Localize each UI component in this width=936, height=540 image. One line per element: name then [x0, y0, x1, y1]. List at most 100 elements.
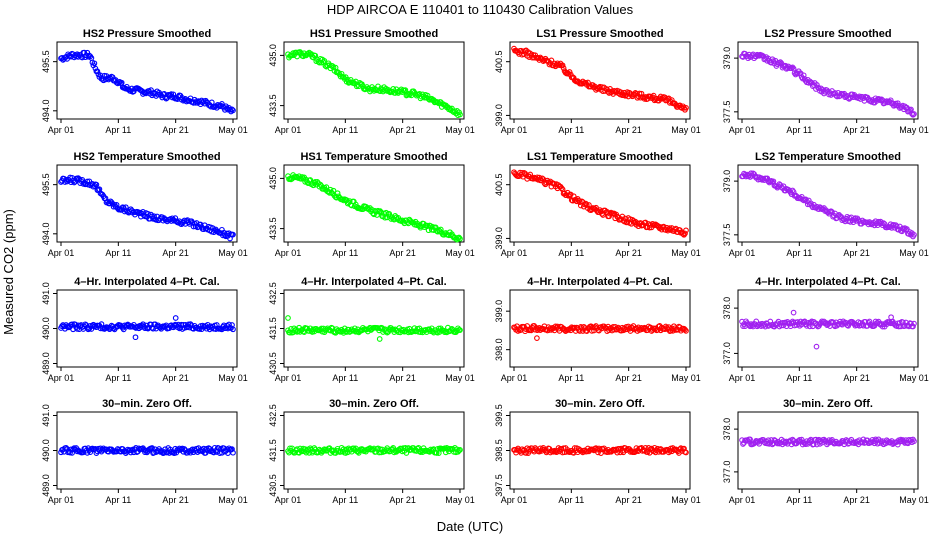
data-point — [593, 204, 599, 211]
data-point — [911, 231, 917, 238]
y-tick-label: 432.5 — [268, 404, 278, 427]
data-point — [229, 446, 235, 452]
x-tick-label: Apr 11 — [332, 495, 358, 505]
data-point — [683, 328, 689, 334]
x-tick-label: Apr 21 — [843, 248, 870, 258]
data-point — [94, 68, 101, 75]
data-point — [437, 226, 444, 233]
plot-frame — [56, 164, 238, 243]
x-tick-label: May 01 — [899, 125, 929, 135]
data-point — [402, 87, 409, 93]
data-point — [145, 210, 151, 217]
data-point — [72, 321, 79, 328]
x-tick-label: Apr 01 — [48, 248, 75, 258]
x-tick-label: Apr 01 — [501, 125, 528, 135]
x-tick-label: Apr 21 — [162, 248, 189, 258]
y-tick-label: 495.5 — [41, 50, 51, 73]
x-tick-label: May 01 — [218, 125, 248, 135]
data-points — [511, 169, 689, 238]
panel: 30–min. Zero Off. Apr 01 Apr 11 Apr 21 May 0… — [722, 398, 929, 505]
data-points — [739, 309, 917, 350]
data-point — [902, 323, 908, 329]
data-point — [457, 447, 463, 453]
data-point — [457, 327, 463, 333]
y-tick-label: 379.0 — [722, 47, 732, 70]
data-points — [58, 174, 236, 242]
figure-title: HDP AIRCOA E 110401 to 110430 Calibratio… — [327, 2, 634, 17]
x-tick-label: Apr 01 — [729, 373, 756, 383]
data-points — [511, 45, 689, 113]
data-point — [748, 170, 754, 177]
y-tick-label: 399.0 — [494, 227, 504, 250]
data-point — [834, 93, 840, 100]
x-tick-label: May 01 — [445, 373, 475, 383]
data-point — [376, 449, 382, 456]
panel-title: LS2 Temperature Smoothed — [755, 151, 901, 163]
data-point — [63, 445, 69, 451]
y-axis-label: Measured CO2 (ppm) — [1, 209, 16, 335]
panel: LS1 Temperature Smoothed Apr 01 Apr 11 Apr … — [494, 151, 701, 258]
data-point — [149, 445, 155, 451]
plot-frame — [737, 41, 919, 120]
x-tick-label: May 01 — [671, 495, 701, 505]
x-tick-label: May 01 — [445, 495, 475, 505]
x-tick-label: Apr 11 — [332, 248, 358, 258]
x-tick-label: Apr 11 — [105, 248, 131, 258]
data-point — [657, 224, 664, 230]
y-tick-label: 490.0 — [41, 439, 51, 462]
x-tick-label: Apr 21 — [162, 495, 189, 505]
data-points — [58, 444, 236, 457]
x-tick-label: May 01 — [445, 125, 475, 135]
y-tick-label: 398.0 — [494, 338, 504, 361]
panel: 4–Hr. Interpolated 4–Pt. Cal. Apr 01 Apr 1… — [41, 276, 248, 383]
x-tick-label: Apr 01 — [729, 248, 756, 258]
x-tick-label: Apr 11 — [786, 495, 812, 505]
data-point — [583, 202, 590, 208]
plot-frame — [737, 411, 919, 490]
panel: 4–Hr. Interpolated 4–Pt. Cal. Apr 01 Apr 1… — [494, 276, 701, 383]
data-point — [321, 58, 328, 64]
x-tick-label: May 01 — [445, 248, 475, 258]
y-tick-label: 379.0 — [722, 170, 732, 193]
y-tick-label: 489.0 — [41, 352, 51, 375]
outlier-point — [813, 343, 820, 350]
x-tick-label: Apr 01 — [275, 373, 302, 383]
x-tick-label: Apr 11 — [105, 373, 131, 383]
y-tick-label: 494.0 — [41, 100, 51, 123]
data-point — [548, 57, 555, 64]
y-tick-label: 400.5 — [494, 50, 504, 73]
x-tick-label: Apr 01 — [729, 125, 756, 135]
x-tick-label: Apr 21 — [615, 248, 642, 258]
data-points — [285, 315, 463, 342]
panel: 4–Hr. Interpolated 4–Pt. Cal. Apr 01 Apr 1… — [722, 276, 929, 383]
panel-title: 30–min. Zero Off. — [555, 398, 645, 410]
data-point — [456, 234, 462, 241]
data-point — [330, 187, 337, 194]
y-tick-label: 397.5 — [494, 474, 504, 497]
data-point — [69, 321, 75, 328]
plot-frame — [283, 41, 465, 120]
x-tick-label: Apr 01 — [275, 495, 302, 505]
panel-title: 30–min. Zero Off. — [783, 398, 873, 410]
plot-frame — [737, 164, 919, 243]
panel-title: LS1 Pressure Smoothed — [536, 28, 663, 40]
y-tick-label: 378.0 — [722, 297, 732, 320]
x-tick-label: May 01 — [899, 373, 929, 383]
panel-title: HS1 Temperature Smoothed — [300, 151, 447, 163]
panel-title: HS2 Temperature Smoothed — [73, 151, 220, 163]
y-tick-label: 435.0 — [268, 167, 278, 190]
panel-title: 4–Hr. Interpolated 4–Pt. Cal. — [527, 276, 673, 288]
data-point — [559, 62, 566, 69]
outlier-point — [172, 315, 179, 321]
y-tick-label: 494.0 — [41, 223, 51, 246]
data-point — [777, 59, 784, 65]
y-tick-label: 490.0 — [41, 317, 51, 340]
y-tick-label: 495.5 — [41, 173, 51, 196]
panel-title: 4–Hr. Interpolated 4–Pt. Cal. — [301, 276, 447, 288]
data-point — [230, 231, 236, 238]
data-points — [511, 323, 689, 341]
data-point — [457, 111, 463, 118]
data-points — [739, 170, 917, 240]
x-axis-label: Date (UTC) — [437, 519, 503, 534]
